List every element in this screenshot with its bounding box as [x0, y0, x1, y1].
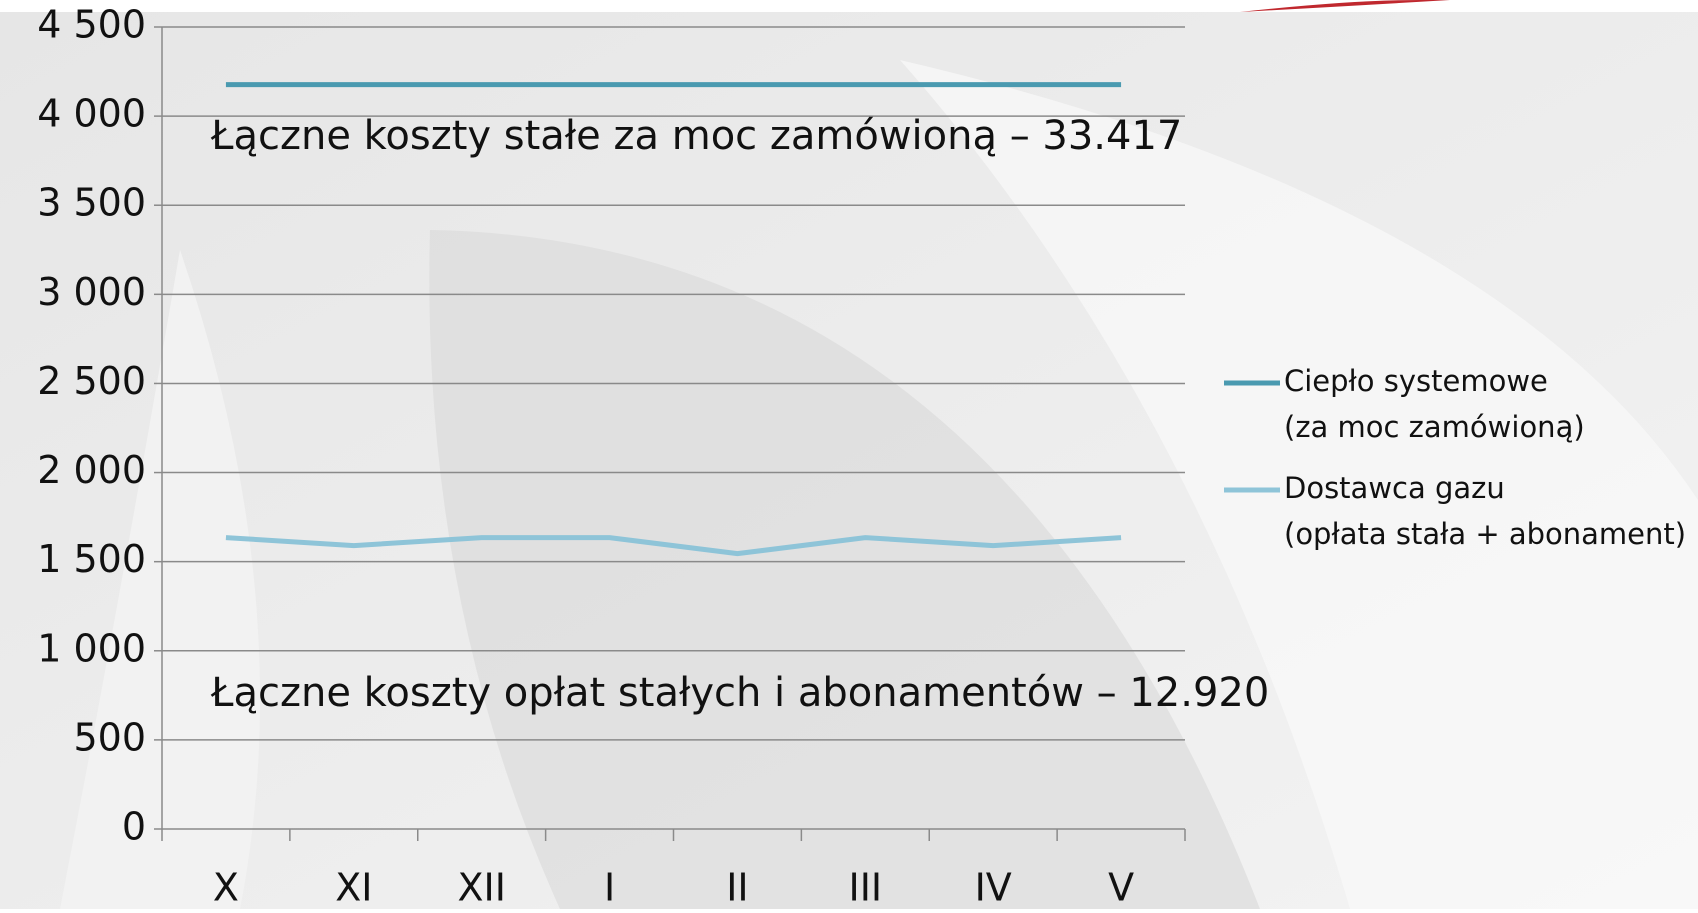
y-tick-label: 1 500 [37, 537, 146, 581]
y-tick-label: 4 500 [37, 3, 146, 47]
legend-line: (opłata stała + abonament) [1284, 517, 1686, 551]
y-tick-label: 1 000 [37, 626, 146, 670]
top-band [0, 0, 1698, 12]
y-tick-label: 4 000 [37, 92, 146, 136]
y-tick-label: 3 500 [37, 181, 146, 225]
x-tick-label: II [726, 866, 748, 910]
x-tick-label: I [604, 866, 615, 910]
x-tick-label: V [1108, 866, 1134, 910]
legend-line: Ciepło systemowe [1284, 364, 1548, 398]
x-tick-label: XI [335, 866, 372, 910]
x-tick-label: X [213, 866, 239, 910]
annotation: Łączne koszty stałe za moc zamówioną – 3… [210, 113, 1182, 159]
bg-shape [60, 250, 260, 909]
legend-label: Ciepło systemowe (za moc zamówioną) [1284, 364, 1585, 444]
y-tick-label: 2 500 [37, 359, 146, 403]
y-tick-label: 0 [122, 805, 146, 849]
x-tick-label: IV [975, 866, 1012, 910]
x-tick-label: XII [457, 866, 505, 910]
red-swoosh [1240, 0, 1450, 12]
legend-line: Dostawca gazu [1284, 471, 1505, 505]
bg-shape [900, 60, 1698, 909]
y-tick-label: 3 000 [37, 270, 146, 314]
legend-label: Dostawca gazu (opłata stała + abonament) [1284, 471, 1686, 551]
x-tick-label: III [849, 866, 883, 910]
annotation: Łączne koszty opłat stałych i abonamentó… [210, 670, 1269, 716]
y-tick-label: 500 [73, 715, 146, 759]
series-line [225, 535, 1122, 557]
y-tick-label: 2 000 [37, 448, 146, 492]
legend-line: (za moc zamówioną) [1284, 410, 1585, 444]
